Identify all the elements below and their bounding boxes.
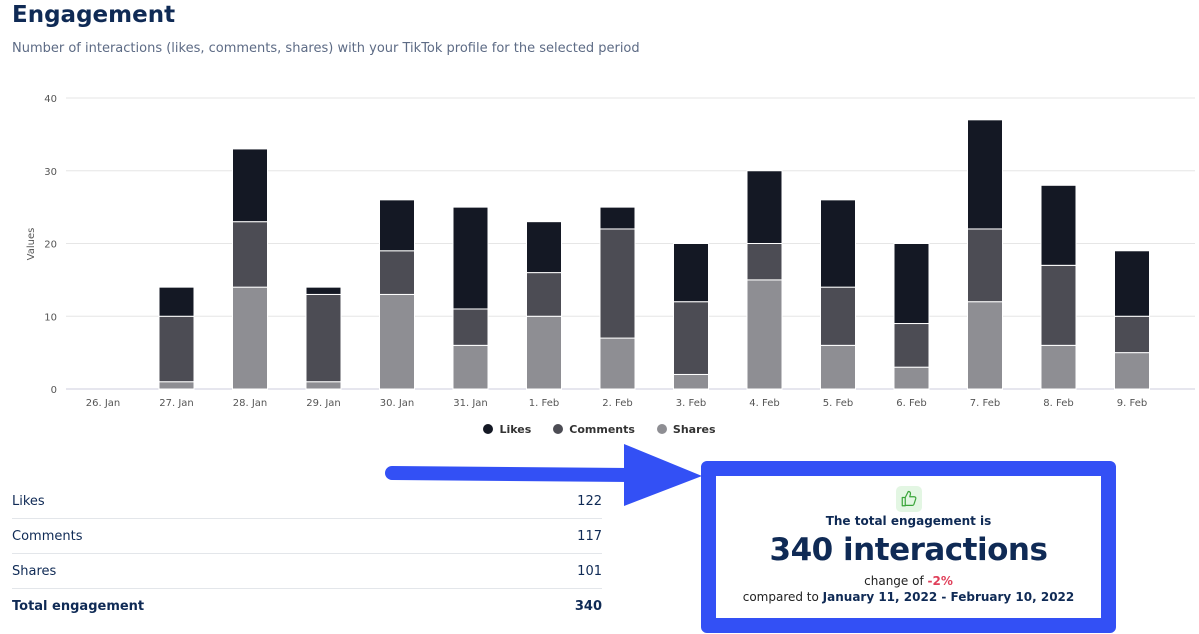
bar-shares[interactable] — [673, 373, 709, 390]
bar-shares[interactable] — [379, 293, 415, 390]
bar-comments[interactable] — [746, 243, 783, 281]
x-tick-label: 8. Feb — [1043, 398, 1073, 409]
x-tick-label: 26. Jan — [86, 398, 121, 409]
summary-heading: The total engagement is — [825, 514, 992, 528]
bar-likes[interactable] — [746, 170, 783, 244]
bar-shares[interactable] — [893, 366, 930, 390]
bar-comments[interactable] — [967, 228, 1003, 303]
bar-likes[interactable] — [673, 243, 709, 303]
stats-row-likes: Likes 122 — [12, 484, 602, 519]
x-tick-label: 7. Feb — [970, 398, 1000, 409]
y-tick-label: 30 — [44, 167, 57, 178]
x-tick-label: 31. Jan — [453, 398, 488, 409]
y-axis-label: Values — [26, 228, 37, 261]
x-tick-label: 9. Feb — [1117, 398, 1147, 409]
x-tick-label: 4. Feb — [749, 398, 779, 409]
bar-comments[interactable] — [526, 272, 562, 317]
x-tick-label: 28. Jan — [233, 398, 268, 409]
x-tick-label: 1. Feb — [529, 398, 559, 409]
bar-comments[interactable] — [379, 250, 415, 295]
page-subtitle: Number of interactions (likes, comments,… — [12, 41, 640, 56]
y-tick-label: 40 — [44, 94, 57, 105]
summary-change: change of -2% — [864, 574, 953, 588]
x-tick-label: 3. Feb — [676, 398, 706, 409]
bar-shares[interactable] — [599, 337, 636, 390]
bar-likes[interactable] — [599, 206, 636, 230]
bar-likes[interactable] — [1114, 250, 1150, 317]
stats-row-total: Total engagement 340 — [12, 598, 602, 614]
y-tick-label: 0 — [51, 385, 57, 396]
total-engagement-card: The total engagement is 340 interactions… — [701, 461, 1116, 633]
bar-likes[interactable] — [820, 199, 856, 288]
bar-shares[interactable] — [452, 344, 489, 390]
bar-shares[interactable] — [232, 286, 268, 390]
bar-comments[interactable] — [232, 221, 268, 288]
bar-likes[interactable] — [1040, 184, 1077, 266]
bar-comments[interactable] — [158, 315, 195, 383]
bar-comments[interactable] — [673, 301, 709, 375]
bar-comments[interactable] — [1114, 315, 1150, 354]
annotation-arrow-head — [624, 444, 702, 506]
x-tick-label: 27. Jan — [159, 398, 194, 409]
bar-likes[interactable] — [452, 206, 489, 310]
bar-shares[interactable] — [746, 279, 783, 390]
legend-likes[interactable]: Likes — [483, 423, 531, 436]
bar-shares[interactable] — [1114, 352, 1150, 390]
x-tick-label: 6. Feb — [896, 398, 926, 409]
bar-likes[interactable] — [526, 221, 562, 274]
bar-shares[interactable] — [967, 301, 1003, 390]
bar-comments[interactable] — [1040, 264, 1077, 346]
bar-likes[interactable] — [967, 119, 1003, 230]
bar-likes[interactable] — [379, 199, 415, 252]
bar-likes[interactable] — [893, 243, 930, 325]
bar-likes[interactable] — [158, 286, 195, 317]
bar-shares[interactable] — [526, 315, 562, 390]
bar-comments[interactable] — [305, 293, 342, 383]
y-tick-label: 10 — [44, 312, 57, 323]
stats-row-comments: Comments 117 — [12, 519, 602, 554]
bar-comments[interactable] — [452, 308, 489, 346]
page-title: Engagement — [12, 2, 176, 28]
annotation-arrow-shaft — [385, 466, 637, 482]
legend-shares[interactable]: Shares — [656, 423, 716, 436]
summary-compared: compared to January 11, 2022 - February … — [742, 590, 1075, 604]
bar-likes[interactable] — [232, 148, 268, 223]
bar-shares[interactable] — [305, 381, 342, 390]
bar-comments[interactable] — [820, 286, 856, 346]
thumbs-up-icon — [895, 486, 922, 512]
change-value: -2% — [927, 574, 953, 588]
x-tick-label: 2. Feb — [602, 398, 632, 409]
x-tick-label: 5. Feb — [823, 398, 853, 409]
compared-range: January 11, 2022 - February 10, 2022 — [822, 590, 1075, 604]
chart-legend: Likes Comments Shares — [0, 423, 1199, 436]
x-tick-label: 30. Jan — [380, 398, 415, 409]
stats-table: Likes 122 Comments 117 Shares 101 Total eng… — [12, 484, 602, 623]
bar-shares[interactable] — [158, 381, 195, 390]
x-tick-label: 29. Jan — [306, 398, 341, 409]
bar-likes[interactable] — [305, 286, 342, 295]
summary-total: 340 interactions — [769, 532, 1048, 568]
bar-shares[interactable] — [820, 344, 856, 390]
stats-row-shares: Shares 101 — [12, 554, 602, 589]
y-tick-label: 20 — [44, 240, 57, 251]
bar-comments[interactable] — [599, 228, 636, 339]
legend-comments[interactable]: Comments — [553, 423, 635, 436]
bar-shares[interactable] — [1040, 344, 1077, 390]
bar-comments[interactable] — [893, 323, 930, 368]
